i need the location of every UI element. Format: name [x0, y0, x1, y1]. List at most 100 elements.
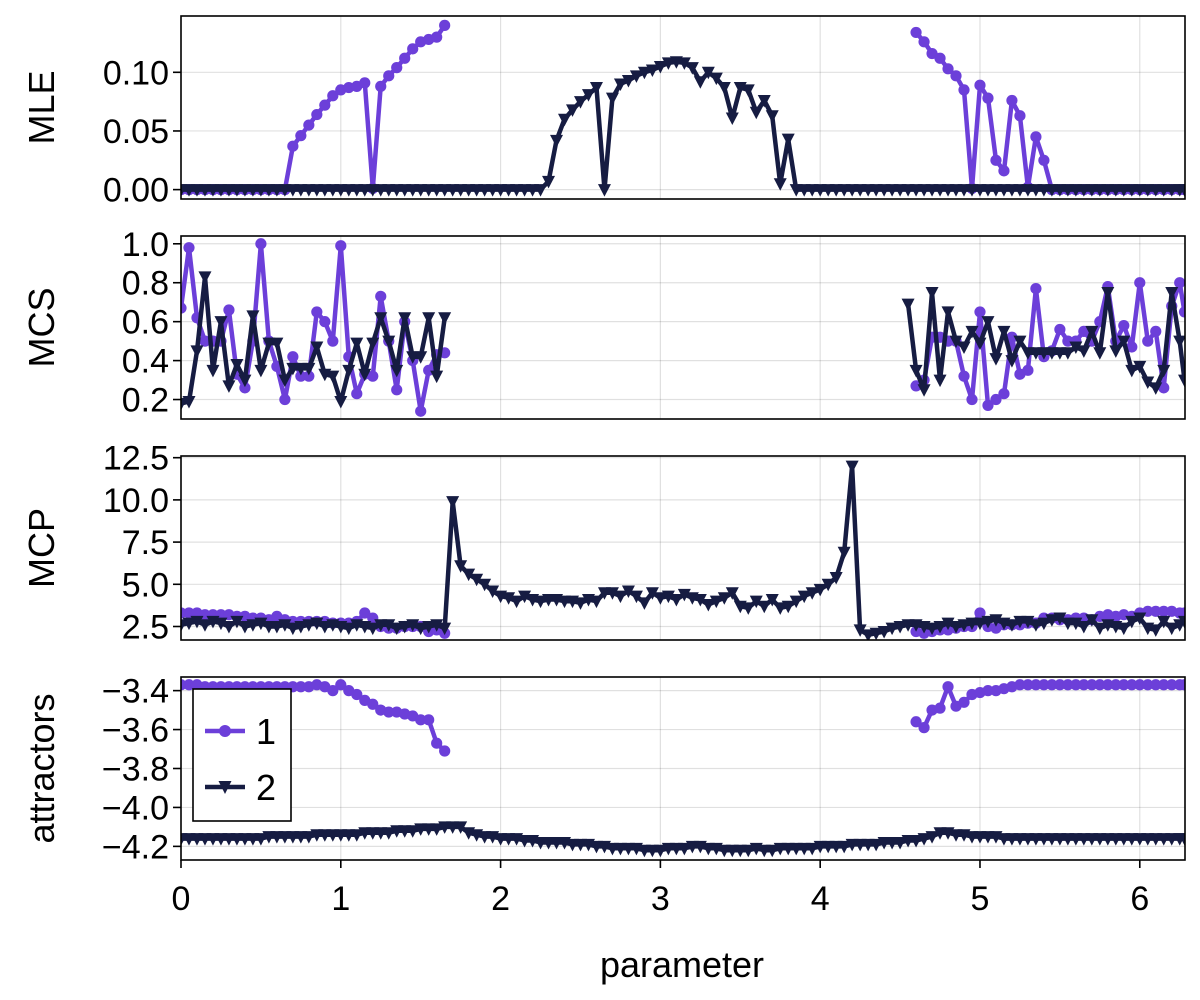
data-point: [183, 607, 195, 619]
data-point: [1178, 607, 1185, 619]
data-point: [310, 617, 324, 631]
data-point: [182, 395, 196, 409]
data-point: [1158, 679, 1170, 691]
data-point: [335, 679, 347, 691]
data-point: [478, 578, 492, 592]
data-point: [431, 737, 443, 749]
data-point: [1174, 277, 1185, 289]
y-tick-label: −3.4: [102, 673, 169, 711]
data-point: [351, 388, 363, 400]
data-point: [1158, 605, 1170, 617]
y-tick-label: −3.6: [102, 712, 169, 750]
data-point: [1029, 619, 1043, 632]
panel-attractors: −4.2−4.0−3.8−3.6−3.4 attractors: [21, 673, 1186, 866]
data-point: [327, 685, 339, 697]
data-point: [1069, 341, 1083, 354]
attractors-series: [181, 679, 1185, 858]
data-point: [390, 364, 404, 378]
data-point: [1077, 345, 1091, 358]
data-point: [693, 593, 707, 607]
data-point: [246, 619, 260, 632]
data-point: [375, 290, 387, 302]
data-point: [1014, 110, 1026, 122]
mcs-series-2: [181, 271, 1185, 411]
data-point: [1149, 382, 1163, 395]
data-point: [1133, 360, 1147, 374]
data-point: [295, 130, 307, 142]
data-point: [589, 82, 603, 95]
data-point: [510, 595, 524, 609]
data-point: [534, 595, 548, 609]
data-point: [239, 382, 251, 394]
data-point: [990, 393, 1002, 406]
data-point: [973, 617, 987, 631]
y-tick-label: 0.2: [122, 382, 169, 420]
data-point: [613, 590, 627, 604]
data-point: [1173, 335, 1185, 349]
data-point: [1117, 335, 1131, 349]
data-point: [398, 620, 412, 634]
panels: 0.00 0.05 0.10 MLE 0.20.40.60.81.0 MCS 2.5 5.0 7…: [21, 15, 1186, 918]
data-point: [934, 702, 946, 714]
data-point: [351, 688, 363, 701]
x-tick-label: 4: [811, 880, 830, 918]
data-point: [813, 583, 827, 597]
data-point: [933, 620, 947, 634]
data-point: [797, 590, 811, 604]
data-point: [311, 306, 323, 318]
data-point: [893, 836, 907, 850]
data-point: [661, 57, 675, 70]
data-point: [1157, 615, 1171, 629]
data-point: [1150, 679, 1162, 691]
data-point: [542, 175, 556, 189]
data-point: [1093, 347, 1107, 360]
data-point: [781, 133, 795, 147]
data-point: [949, 335, 963, 349]
data-point: [685, 62, 699, 75]
data-point: [1166, 679, 1178, 691]
data-point: [230, 615, 244, 629]
mcp-y-axis: 2.5 5.0 7.5 10.0 12.5: [103, 440, 181, 646]
data-point: [773, 178, 787, 191]
data-point: [366, 622, 380, 636]
series-line: [181, 274, 447, 406]
mle-y-axis-label: MLE: [21, 70, 62, 144]
data-point: [1158, 382, 1170, 394]
data-point: [853, 624, 867, 637]
data-point: [1150, 605, 1162, 617]
data-point: [1021, 615, 1035, 629]
data-point: [1054, 679, 1066, 691]
data-point: [287, 140, 299, 152]
data-point: [925, 831, 939, 844]
data-point: [1117, 622, 1131, 636]
data-point: [222, 380, 236, 393]
data-point: [1141, 376, 1155, 390]
y-tick-label: −4.2: [102, 828, 169, 866]
data-point: [254, 364, 268, 378]
data-point: [214, 316, 228, 329]
data-point: [181, 397, 188, 411]
data-point: [1142, 335, 1154, 347]
data-point: [1022, 364, 1034, 376]
data-point: [629, 70, 643, 83]
data-point: [431, 31, 443, 43]
x-axis: 0 1 2 3 4 5 6: [172, 860, 1149, 918]
data-point: [981, 615, 995, 629]
data-point: [407, 43, 419, 55]
y-tick-label: 0.10: [103, 54, 169, 92]
data-point: [199, 335, 211, 347]
data-point: [910, 26, 922, 39]
data-point: [438, 312, 452, 325]
data-point: [942, 681, 954, 693]
data-point: [717, 82, 731, 95]
data-point: [837, 546, 851, 560]
data-point: [1030, 679, 1042, 691]
data-point: [1125, 364, 1139, 378]
data-point: [925, 622, 939, 636]
data-point: [1125, 615, 1139, 629]
data-point: [414, 351, 428, 364]
data-point: [645, 64, 659, 77]
data-point: [982, 685, 994, 697]
data-point: [430, 619, 444, 632]
data-point: [942, 63, 954, 75]
